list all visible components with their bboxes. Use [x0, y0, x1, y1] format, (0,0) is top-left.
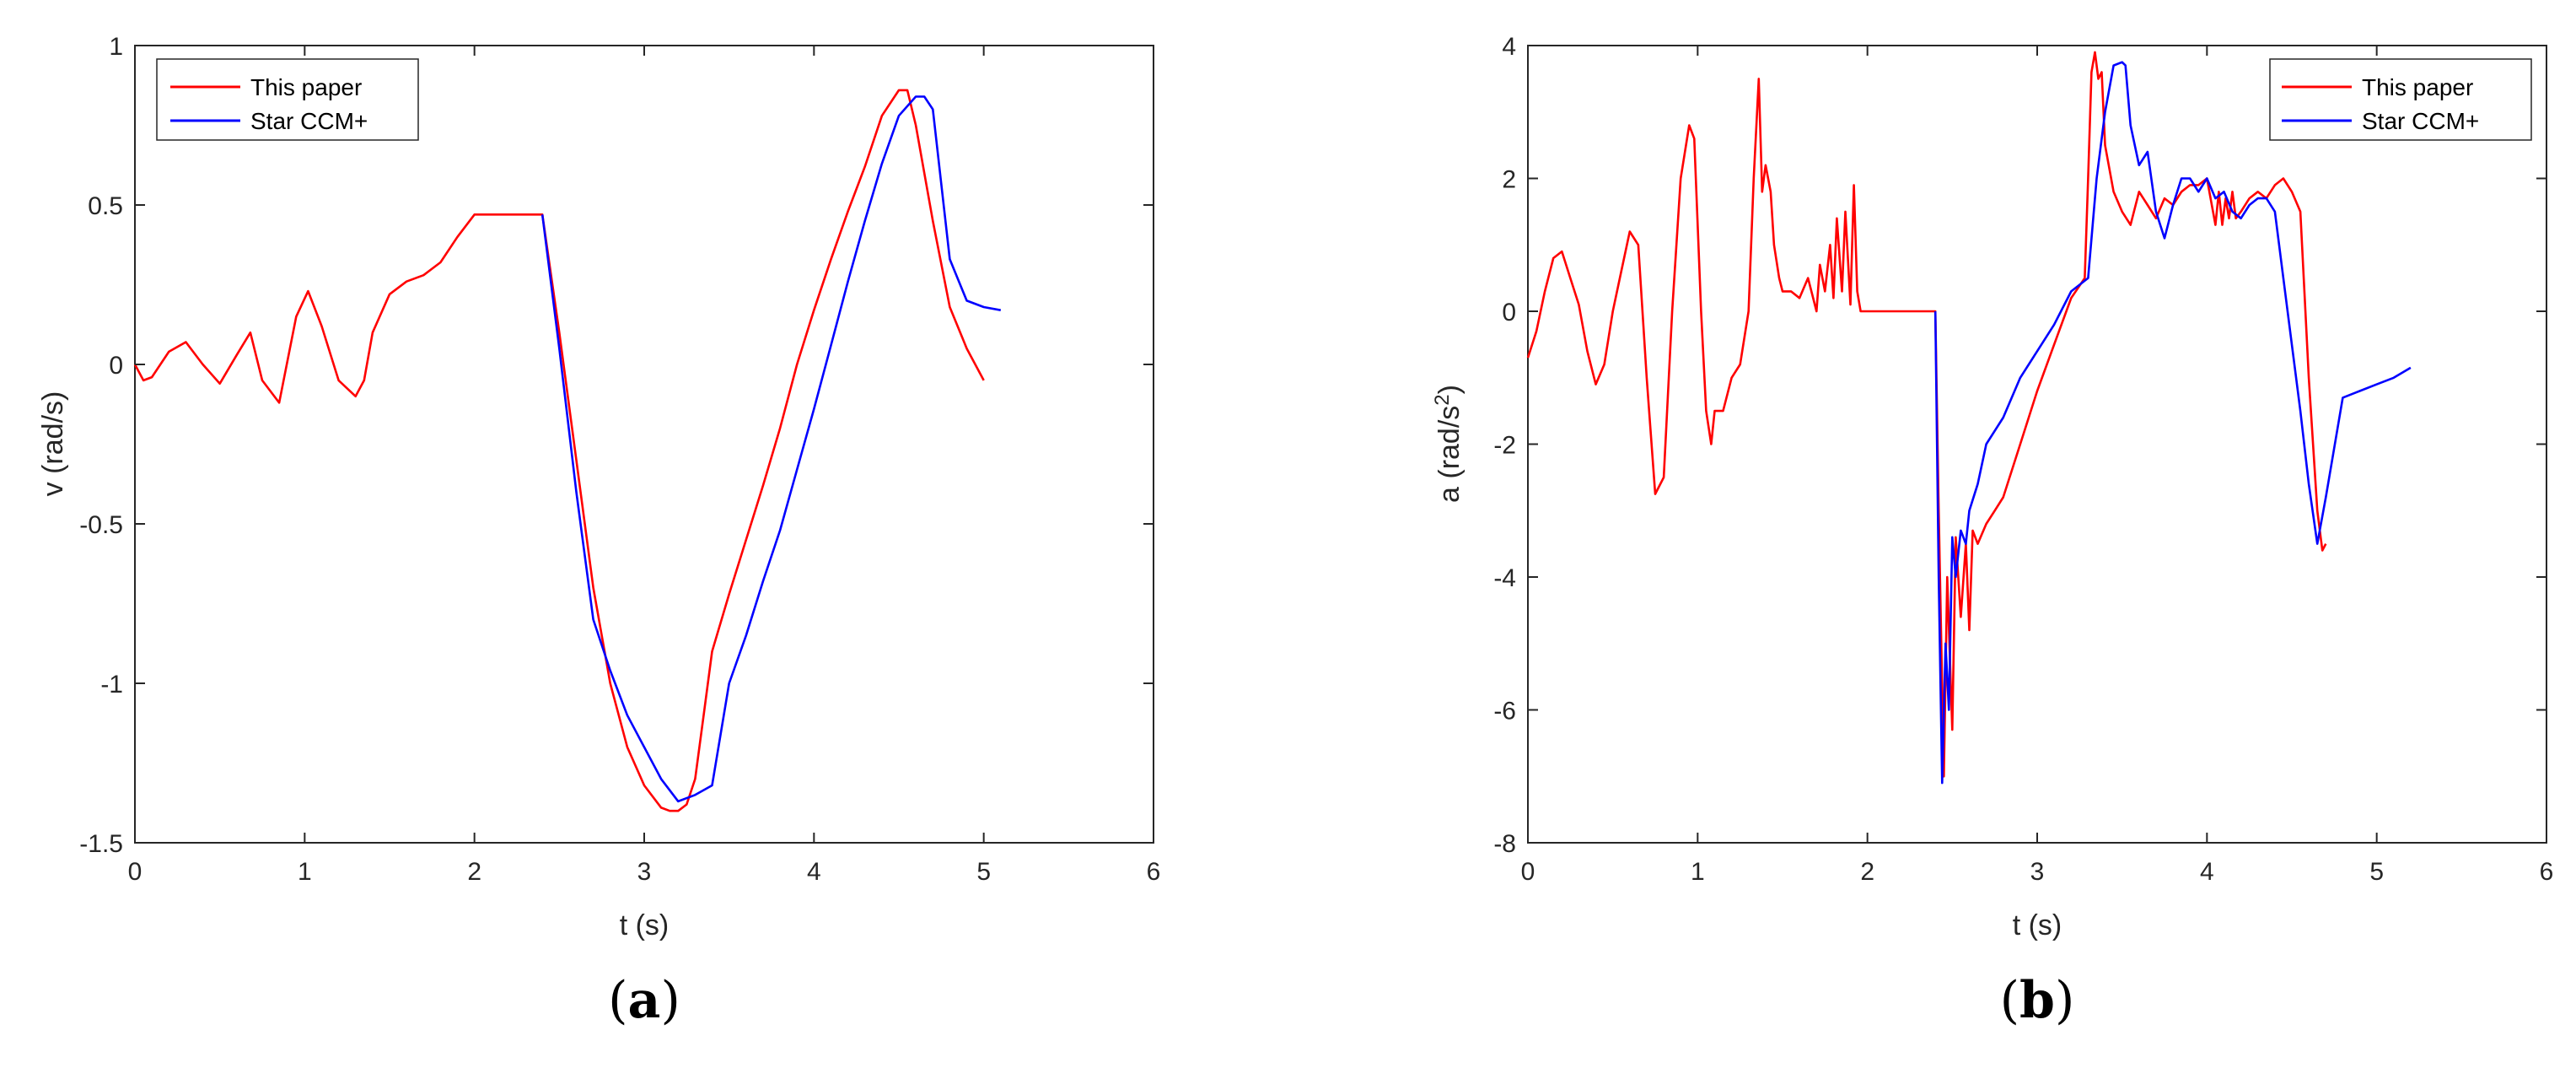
series-layer-a	[133, 89, 1002, 812]
legend-label-b-star-ccm: Star CCM+	[2362, 108, 2479, 134]
y-axis-label-b-main: a (rad/s	[1433, 406, 1465, 503]
y-axis-label-a: v (rad/s)	[37, 391, 69, 497]
caption-b-letter: b	[2019, 971, 2055, 1030]
y-tick-label-a: 0	[109, 352, 123, 380]
caption-b: (b)	[2000, 971, 2075, 1030]
y-axis-label-b: a (rad/s2)	[1431, 385, 1465, 503]
caption-a-open: (	[608, 971, 627, 1030]
x-axis-label-a: t (s)	[620, 909, 670, 941]
caption-b-open: (	[2000, 971, 2019, 1030]
y-tick-label-a: -1	[100, 671, 123, 699]
x-tick-label-a: 0	[128, 858, 143, 886]
x-axis-label-b: t (s)	[2013, 909, 2062, 941]
y-tick-label-a: 0.5	[88, 192, 123, 220]
chart-a: 0 1 2 3 4 5 6 1 0.5 0 -0.5 -1 -1.5 t (s) v (rad/s) T…	[37, 33, 1160, 1030]
tick-layer-b: 0 1 2 3 4 5 6 4 2 0 -2 -4 -6 -8	[1493, 33, 2553, 886]
y-tick-label-b: 2	[1502, 166, 1516, 194]
series-line-b-star-ccm	[1933, 61, 2412, 785]
legend-box-a	[156, 58, 419, 141]
legend-label-a-star-ccm: Star CCM+	[250, 108, 368, 134]
series-line-a-star-ccm	[540, 95, 1002, 803]
legend-a: This paper Star CCM+	[156, 58, 419, 141]
caption-a-letter: a	[628, 971, 661, 1030]
legend-b: This paper Star CCM+	[2269, 58, 2532, 141]
plot-area-a	[134, 45, 1154, 844]
tick-layer-a: 0 1 2 3 4 5 6 1 0.5 0 -0.5 -1 -1.5	[79, 33, 1160, 886]
x-tick-label-a: 1	[298, 858, 312, 886]
y-tick-label-b: -4	[1493, 564, 1516, 592]
y-tick-label-a: 1	[109, 33, 123, 61]
x-tick-label-b: 1	[1691, 858, 1705, 886]
x-tick-label-a: 5	[976, 858, 991, 886]
x-tick-label-b: 0	[1521, 858, 1535, 886]
legend-label-b-this-paper: This paper	[2362, 74, 2473, 100]
series-line-b-this-paper	[1526, 51, 2327, 778]
y-axis-label-b-sup: 2	[1431, 394, 1454, 405]
legend-label-a-this-paper: This paper	[250, 74, 362, 100]
y-tick-label-b: -2	[1493, 432, 1516, 460]
series-layer-b	[1526, 51, 2412, 785]
caption-a: (a)	[608, 971, 680, 1030]
y-tick-label-b: -6	[1493, 698, 1516, 725]
y-tick-label-a: -1.5	[79, 830, 123, 858]
x-tick-label-b: 4	[2200, 858, 2214, 886]
legend-box-b	[2269, 58, 2532, 141]
caption-b-close: )	[2055, 971, 2074, 1030]
x-tick-label-a: 3	[637, 858, 652, 886]
x-tick-label-a: 2	[467, 858, 481, 886]
x-tick-label-b: 3	[2030, 858, 2045, 886]
x-tick-label-b: 5	[2369, 858, 2384, 886]
series-line-a-this-paper	[133, 89, 985, 812]
x-tick-label-b: 6	[2540, 858, 2554, 886]
x-tick-label-b: 2	[1860, 858, 1874, 886]
x-tick-label-a: 6	[1147, 858, 1161, 886]
plot-area-b	[1527, 45, 2547, 844]
y-tick-label-b: 0	[1502, 299, 1516, 326]
y-tick-label-b: 4	[1502, 33, 1516, 61]
y-tick-label-a: -0.5	[79, 511, 123, 539]
x-tick-label-a: 4	[807, 858, 821, 886]
y-tick-label-b: -8	[1493, 830, 1516, 858]
caption-a-close: )	[660, 971, 680, 1030]
y-axis-label-b-close: )	[1433, 385, 1465, 394]
